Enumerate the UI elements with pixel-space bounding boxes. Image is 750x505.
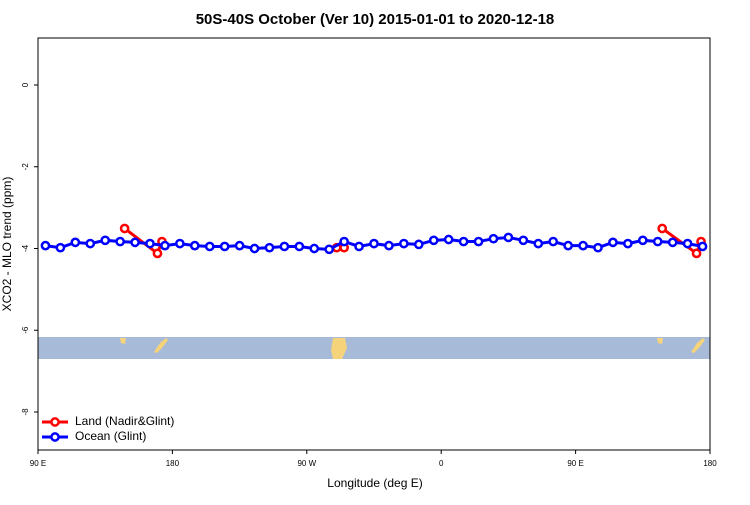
land-patch [657, 338, 663, 344]
point [55, 242, 66, 253]
x-tick-label: 180 [166, 459, 180, 468]
point [428, 235, 439, 246]
x-tick-label: 90 E [567, 459, 583, 468]
point [234, 240, 245, 251]
land-patch [691, 338, 705, 353]
point [443, 234, 454, 245]
y-tick-label: -6 [21, 326, 30, 334]
chart-title: 50S-40S October (Ver 10) 2015-01-01 to 2… [196, 11, 555, 28]
point [85, 238, 96, 249]
legend-label: Land (Nadir&Glint) [75, 414, 174, 428]
point [324, 244, 335, 255]
land-patch [154, 338, 168, 353]
point [593, 242, 603, 253]
point [249, 243, 260, 254]
y-tick-label: -4 [21, 244, 30, 252]
point [657, 223, 668, 234]
point [518, 235, 529, 246]
point [189, 240, 200, 251]
point [533, 238, 544, 249]
point [667, 237, 678, 248]
point [40, 240, 51, 251]
point [100, 235, 111, 246]
x-tick-label: 180 [703, 459, 717, 468]
point [697, 241, 708, 252]
legend-label: Ocean (Glint) [75, 429, 146, 443]
point [369, 238, 379, 249]
x-tick-label: 90 W [297, 459, 316, 468]
y-tick-label: 0 [21, 82, 30, 87]
point [160, 240, 170, 251]
point [115, 236, 125, 247]
point [384, 240, 394, 251]
point [309, 243, 320, 254]
y-axis-label: XCO2 - MLO trend (ppm) [0, 177, 14, 312]
point [503, 232, 514, 243]
legend-marker [50, 432, 60, 442]
point [354, 241, 364, 252]
point [691, 248, 702, 259]
point [219, 241, 230, 252]
x-tick-label: 0 [439, 459, 444, 468]
point [488, 233, 499, 244]
point [399, 238, 409, 249]
ocean-band [38, 337, 710, 359]
point [152, 248, 163, 259]
land-patch [331, 338, 347, 359]
y-tick-label: -8 [21, 408, 30, 416]
legend-marker [50, 417, 60, 427]
point [637, 235, 648, 246]
point [578, 240, 588, 251]
point [682, 238, 693, 249]
point [204, 241, 215, 252]
point [70, 237, 81, 248]
map-strip [38, 337, 710, 359]
y-tick-label: -2 [21, 163, 30, 171]
point [119, 223, 130, 234]
point [563, 240, 573, 251]
point [279, 241, 290, 252]
point [623, 238, 633, 249]
point [458, 236, 469, 247]
land-patch [120, 338, 126, 344]
x-axis-label: Longitude (deg E) [327, 476, 422, 490]
point [130, 237, 140, 248]
point [548, 236, 559, 247]
point [473, 236, 484, 247]
point [264, 242, 275, 253]
plot-frame [37, 37, 711, 451]
point [294, 241, 305, 252]
point [145, 238, 155, 249]
point [608, 237, 618, 248]
point [175, 238, 185, 249]
x-tick-label: 90 E [30, 459, 46, 468]
point [413, 239, 424, 250]
point [339, 236, 349, 247]
point [652, 236, 663, 247]
